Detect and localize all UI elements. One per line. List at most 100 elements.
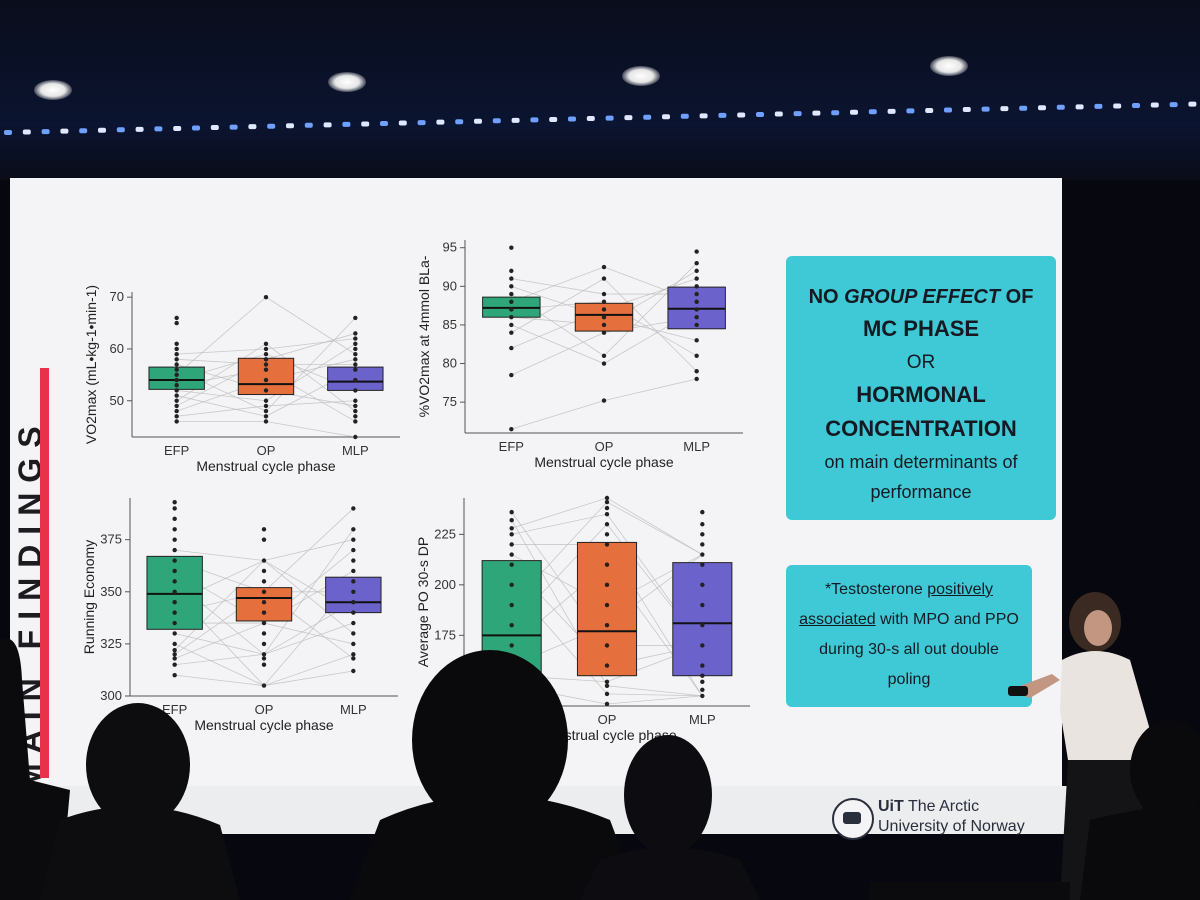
data-point <box>353 403 358 409</box>
data-point <box>700 522 705 527</box>
data-point <box>174 403 179 409</box>
data-point <box>263 294 269 300</box>
data-point <box>353 367 358 372</box>
data-point <box>351 641 356 647</box>
data-point <box>509 315 514 320</box>
participant-line <box>176 421 356 438</box>
data-point <box>694 284 699 289</box>
data-point <box>261 641 267 647</box>
data-point <box>353 341 358 346</box>
data-point <box>694 291 699 297</box>
data-point <box>261 568 267 574</box>
data-point <box>351 558 356 563</box>
data-point <box>261 662 267 667</box>
data-point <box>604 602 610 608</box>
data-point <box>509 582 514 588</box>
data-point <box>601 330 607 335</box>
data-point <box>353 336 358 341</box>
participant-line <box>176 400 356 417</box>
card-line: CONCENTRATION <box>825 416 1017 441</box>
data-point <box>353 351 358 357</box>
data-point <box>509 518 514 523</box>
data-point <box>604 582 610 588</box>
data-point <box>174 351 179 357</box>
box-mlp <box>672 562 733 677</box>
data-point <box>174 367 179 372</box>
data-point <box>509 322 514 328</box>
data-point <box>174 341 179 346</box>
data-point <box>261 537 267 542</box>
x-tick-label: EFP <box>162 702 187 717</box>
data-point <box>509 426 514 432</box>
y-tick-label: 85 <box>443 317 457 332</box>
data-point <box>509 291 514 297</box>
data-point <box>172 558 177 563</box>
data-point <box>601 353 607 358</box>
y-tick-label: 300 <box>100 688 122 703</box>
x-axis-label: Menstrual cycle phase <box>196 458 336 474</box>
data-point <box>353 362 358 367</box>
data-point <box>172 537 177 542</box>
data-point <box>353 315 358 321</box>
data-point <box>351 600 356 605</box>
data-point <box>353 357 358 362</box>
data-point <box>351 589 356 594</box>
data-point <box>604 701 610 707</box>
data-point <box>353 414 358 419</box>
data-point <box>174 377 179 383</box>
data-point <box>353 346 358 352</box>
data-point <box>261 558 267 563</box>
x-tick-label: EFP <box>499 439 524 454</box>
data-point <box>353 419 358 424</box>
data-point <box>509 623 514 628</box>
data-point <box>172 589 177 594</box>
y-axis-label: %VO2max at 4mmol BLa- <box>416 255 432 417</box>
data-point <box>700 663 705 668</box>
data-point <box>351 527 356 532</box>
data-point <box>261 631 267 636</box>
y-tick-label: 175 <box>434 627 456 642</box>
data-point <box>174 320 179 326</box>
data-point <box>509 268 514 274</box>
data-point <box>509 330 514 335</box>
data-point <box>601 361 607 366</box>
data-point <box>694 299 699 304</box>
data-point <box>174 408 179 414</box>
x-tick-label: OP <box>598 712 617 727</box>
y-tick-label: 200 <box>434 577 456 592</box>
data-point <box>351 656 356 661</box>
chart-vo2max-4mmol: 75 80 85 90 95 EFP OP MLP Menstrual cycle phase%… <box>416 240 743 470</box>
data-point <box>509 532 514 537</box>
data-point <box>261 600 267 605</box>
data-point <box>601 315 607 320</box>
data-point <box>353 331 358 336</box>
data-point <box>263 362 269 367</box>
data-point <box>263 419 269 424</box>
data-point <box>172 656 177 661</box>
data-point <box>263 398 269 403</box>
card-line: performance <box>870 482 972 502</box>
data-point <box>174 346 179 352</box>
data-point <box>172 631 177 636</box>
data-point <box>351 652 356 657</box>
data-point <box>172 516 177 522</box>
chart-running-economy: 300 325 350 375 EFP OP MLP Menstrual cycle phas… <box>81 498 398 733</box>
data-point <box>509 643 514 648</box>
data-point <box>351 631 356 636</box>
data-point <box>353 408 358 414</box>
y-tick-label: 325 <box>100 636 122 651</box>
data-point <box>700 687 705 693</box>
data-point <box>263 408 269 414</box>
data-point <box>601 299 607 304</box>
data-point <box>174 388 179 393</box>
data-point <box>351 620 356 626</box>
y-tick-label: 350 <box>100 584 122 599</box>
data-point <box>261 652 267 657</box>
data-point <box>351 668 356 674</box>
data-point <box>261 610 267 615</box>
uit-logo: UiT The Arctic University of Norway <box>832 796 1068 842</box>
card-line: associated with MPO and PPO <box>799 611 1019 628</box>
x-tick-label: OP <box>255 702 274 717</box>
audience-silhouette <box>0 638 1200 900</box>
